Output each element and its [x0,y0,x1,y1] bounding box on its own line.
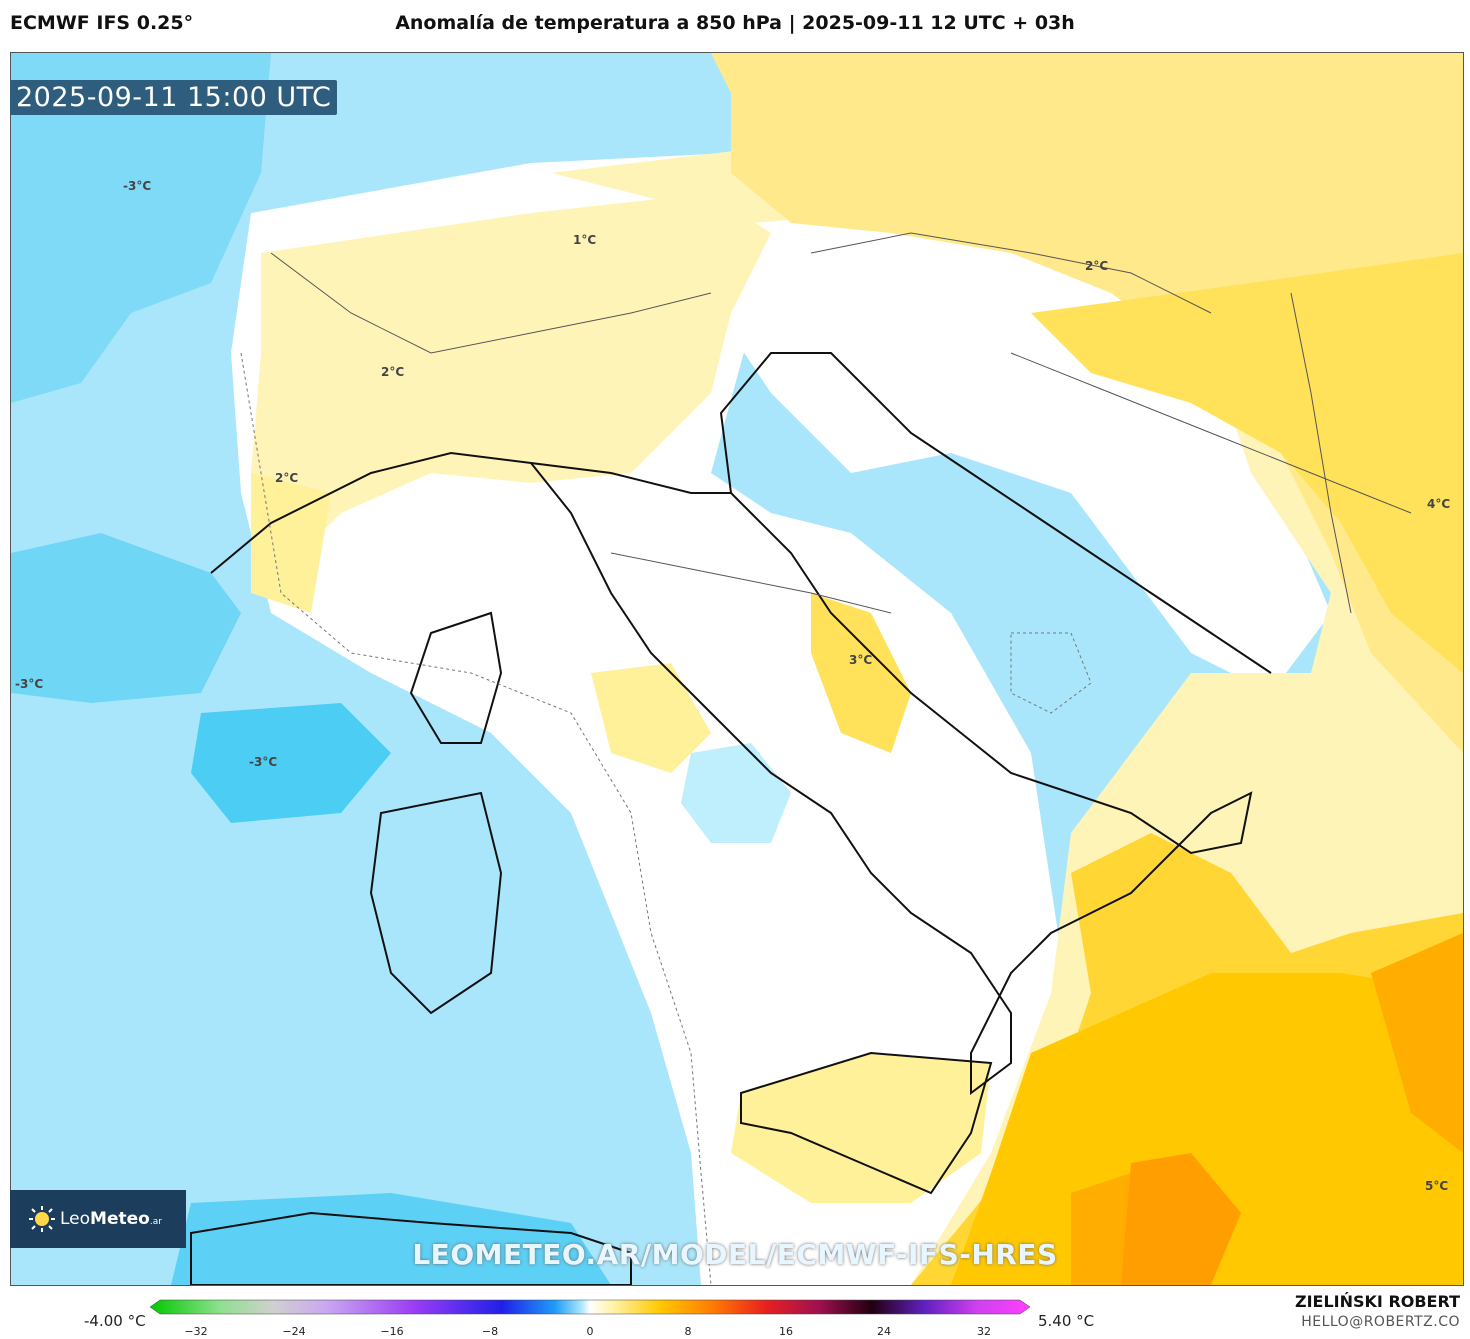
contour-label: 3°C [849,653,873,667]
colorbar-max-label: 5.40 °C [1038,1312,1095,1330]
contour-label: 5°C [1425,1179,1449,1193]
anomaly-map [11,53,1463,1285]
valid-time-badge: 2025-09-11 15:00 UTC [10,80,338,115]
colorbar-tick: 8 [684,1325,692,1338]
colorbar-tick: −24 [282,1325,306,1338]
source-url: LEOMETEO.AR/MODEL/ECMWF-IFS-HRES [412,1238,1058,1271]
contour-label: -3°C [123,179,152,193]
colorbar-tick: 24 [877,1325,891,1338]
colorbar-tick: 0 [586,1325,594,1338]
author-email[interactable]: HELLO@ROBERTZ.CO [1301,1314,1460,1330]
contour-label: 2°C [1085,259,1109,273]
author-credit: ZIELIŃSKI ROBERT [1294,1292,1460,1311]
contour-label: 4°C [1427,497,1451,511]
colorbar-tick: −32 [184,1325,208,1338]
map-panel[interactable]: -3°C 1°C 2°C 2°C 2°C -3°C -3°C 3°C 4°C 5… [10,52,1464,1286]
contour-label: 1°C [573,233,597,247]
leometeo-logo[interactable]: LeoMeteo.ar [10,1190,186,1248]
model-title: ECMWF IFS 0.25° [10,12,194,34]
chart-title: Anomalía de temperatura a 850 hPa | 2025… [395,12,1075,34]
colorbar-tick: −16 [380,1325,404,1338]
logo-text: LeoMeteo.ar [60,1209,162,1229]
contour-label: 2°C [275,471,299,485]
colorbar-tick: 32 [977,1325,991,1338]
sun-icon [28,1205,56,1233]
colorbar-tick: 16 [779,1325,793,1338]
contour-label: -3°C [249,755,278,769]
colorbar-min-label: -4.00 °C [84,1312,146,1330]
colorbar [150,1299,1030,1315]
contour-label: 2°C [381,365,405,379]
contour-label: -3°C [15,677,44,691]
colorbar-tick: −8 [481,1325,499,1338]
